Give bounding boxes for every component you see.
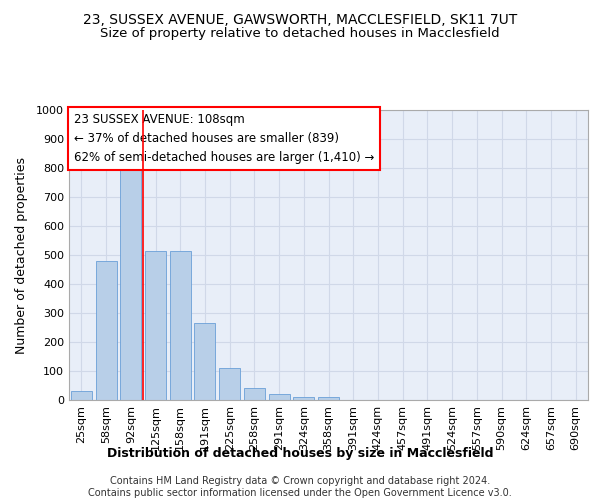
Text: Contains HM Land Registry data © Crown copyright and database right 2024.: Contains HM Land Registry data © Crown c…: [110, 476, 490, 486]
Bar: [318, 397, 339, 400]
Text: 23 SUSSEX AVENUE: 108sqm
← 37% of detached houses are smaller (839)
62% of semi-: 23 SUSSEX AVENUE: 108sqm ← 37% of detach…: [74, 113, 374, 164]
Bar: [120, 162, 141, 400]
Text: 23, SUSSEX AVENUE, GAWSWORTH, MACCLESFIELD, SK11 7UT: 23, SUSSEX AVENUE, GAWSWORTH, MACCLESFIE…: [83, 12, 517, 26]
Bar: [170, 250, 191, 400]
Bar: [269, 394, 290, 400]
Bar: [244, 388, 265, 400]
Text: Size of property relative to detached houses in Macclesfield: Size of property relative to detached ho…: [100, 28, 500, 40]
Bar: [95, 261, 116, 400]
Bar: [194, 323, 215, 400]
Y-axis label: Number of detached properties: Number of detached properties: [15, 156, 28, 354]
Bar: [71, 392, 92, 400]
Bar: [219, 368, 240, 400]
Bar: [293, 397, 314, 400]
Bar: [145, 250, 166, 400]
Text: Distribution of detached houses by size in Macclesfield: Distribution of detached houses by size …: [107, 448, 493, 460]
Text: Contains public sector information licensed under the Open Government Licence v3: Contains public sector information licen…: [88, 488, 512, 498]
